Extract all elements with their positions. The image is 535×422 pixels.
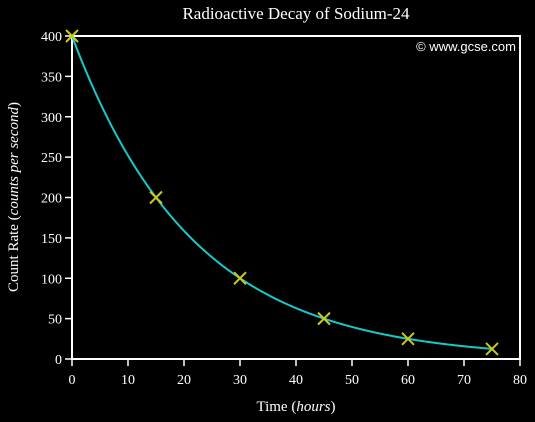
- y-tick-label: 250: [41, 151, 62, 166]
- x-axis-label: Time (hours): [256, 399, 335, 415]
- data-point: [317, 311, 331, 326]
- x-tick-label: 40: [289, 373, 303, 388]
- y-tick-label: 0: [55, 353, 62, 368]
- data-point: [149, 190, 163, 205]
- x-tick-label: 60: [401, 373, 415, 388]
- y-tick-label: 150: [41, 232, 62, 247]
- x-axis-label-text: Time: [256, 399, 287, 415]
- x-axis: 0 10 20 30 40 50 60 70 80: [69, 359, 527, 388]
- data-point: [401, 332, 415, 346]
- chart-title: Radioactive Decay of Sodium-24: [182, 4, 410, 23]
- y-tick-label: 400: [41, 30, 62, 45]
- credit-label: © www.gcse.com: [416, 39, 516, 54]
- y-axis: 0 50 100 150 200 250 300 350 400: [41, 30, 72, 368]
- y-axis-label: Count Rate (counts per second): [6, 102, 22, 292]
- decay-curve: [71, 35, 493, 350]
- data-point: [485, 342, 499, 356]
- x-tick-label: 30: [233, 373, 247, 388]
- data-markers: [65, 29, 499, 356]
- x-tick-label: 80: [513, 373, 527, 388]
- x-axis-unit: hours: [296, 399, 330, 415]
- y-tick-label: 100: [41, 272, 62, 287]
- x-tick-label: 50: [345, 373, 359, 388]
- data-point: [233, 271, 247, 285]
- y-tick-label: 300: [41, 111, 62, 126]
- y-tick-label: 200: [41, 192, 62, 207]
- data-point: [65, 29, 79, 43]
- y-axis-unit: counts per second: [6, 107, 22, 216]
- x-tick-label: 70: [457, 373, 471, 388]
- x-tick-label: 10: [121, 373, 135, 388]
- plot-frame: [71, 35, 521, 360]
- y-tick-label: 350: [41, 70, 62, 85]
- y-tick-label: 50: [48, 313, 62, 328]
- y-axis-label-text: Count Rate: [6, 224, 22, 292]
- x-tick-label: 20: [177, 373, 191, 388]
- x-tick-label: 0: [69, 373, 76, 388]
